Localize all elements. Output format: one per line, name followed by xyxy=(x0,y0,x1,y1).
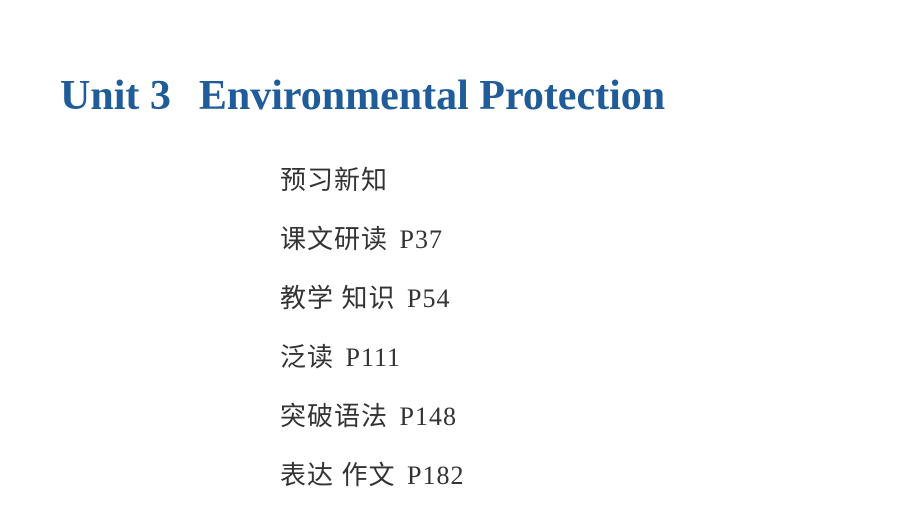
toc-item-reading: 课文研读 P37 xyxy=(280,219,920,256)
toc-item-preview: 预习新知 xyxy=(280,160,920,197)
toc-text: 泛读 xyxy=(280,343,334,372)
unit-label: Unit 3 xyxy=(60,72,171,120)
table-of-contents: 预习新知 课文研读 P37 教学 知识 P54 泛读 P111 突破语法 P14… xyxy=(60,160,920,492)
unit-title: Environmental Protection xyxy=(199,72,665,120)
toc-page: P111 xyxy=(346,343,402,372)
toc-text: 突破语法 xyxy=(280,402,388,431)
toc-page: P148 xyxy=(400,402,457,431)
toc-item-teaching: 教学 知识 P54 xyxy=(280,278,920,315)
toc-text: 表达 作文 xyxy=(280,461,396,490)
toc-text: 预习新知 xyxy=(280,166,388,195)
toc-page: P54 xyxy=(407,284,450,313)
toc-page: P182 xyxy=(407,461,464,490)
toc-item-extensive: 泛读 P111 xyxy=(280,337,920,374)
toc-text: 课文研读 xyxy=(280,225,388,254)
toc-text: 教学 知识 xyxy=(280,284,396,313)
toc-item-writing: 表达 作文 P182 xyxy=(280,455,920,492)
toc-item-grammar: 突破语法 P148 xyxy=(280,396,920,433)
unit-header: Unit 3 Environmental Protection xyxy=(60,72,920,120)
toc-page: P37 xyxy=(400,225,443,254)
